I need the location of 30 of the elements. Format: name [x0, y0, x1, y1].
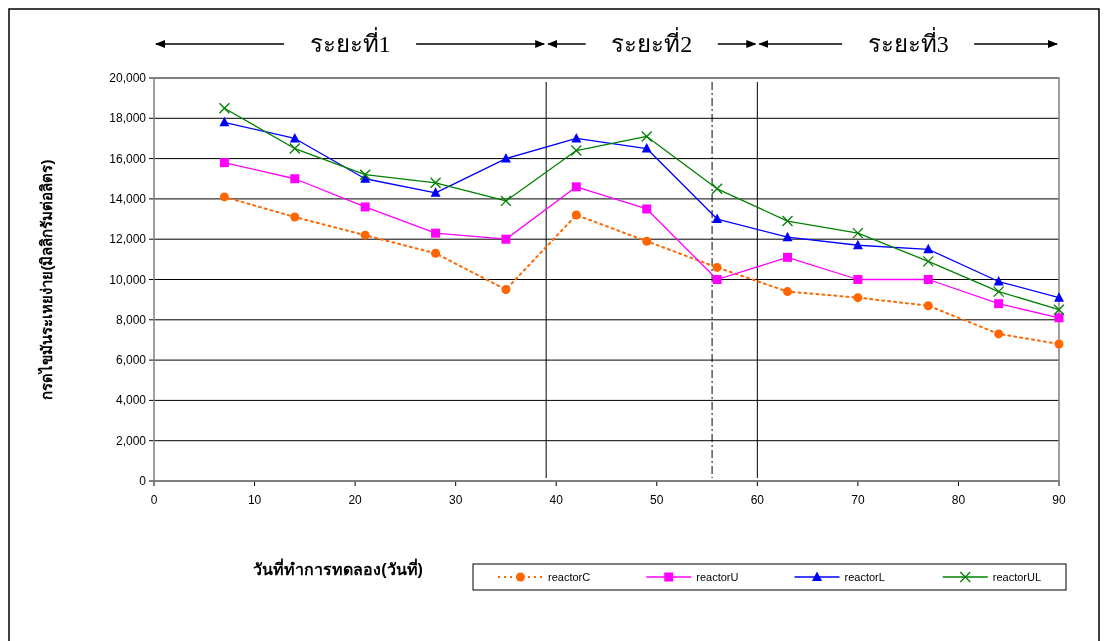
y-tick-label: 4,000	[115, 393, 147, 408]
x-tick-label: 70	[851, 493, 865, 507]
x-tick-label: 10	[247, 493, 262, 507]
y-tick-label: 6,000	[115, 353, 147, 368]
y-tick-label: 14,000	[109, 191, 147, 206]
legend-label: reactorU	[696, 571, 739, 583]
legend-label: reactorUL	[992, 571, 1042, 583]
y-tick-label: 18,000	[109, 111, 147, 126]
x-axis-title: วันที่ทำการทดลอง(วันที่)	[253, 558, 423, 578]
y-tick-label: 2,000	[115, 433, 147, 448]
text: ระยะที่3	[867, 27, 949, 57]
x-tick-label: 0	[150, 493, 158, 507]
y-tick-label: 16,000	[109, 151, 147, 166]
y-tick-label: 12,000	[109, 232, 147, 247]
x-tick-label: 40	[549, 493, 564, 507]
text: ระยะที่1	[309, 27, 391, 57]
x-tick-label: 20	[348, 493, 363, 507]
y-axis-title: กรดไขมันระเหยง่าย(มิลลิกรัมต่อลิตร)	[37, 159, 55, 400]
y-tick-label: 8,000	[115, 312, 147, 327]
x-tick-label: 30	[448, 493, 463, 507]
text: ระยะที่2	[611, 27, 693, 57]
y-tick-label: 10,000	[109, 272, 147, 287]
y-tick-label: 20,000	[109, 71, 147, 85]
legend-label: reactorC	[548, 571, 591, 583]
x-tick-label: 80	[951, 493, 966, 507]
legend-label: reactorL	[844, 571, 885, 583]
y-tick-label: 0	[139, 474, 147, 488]
x-tick-label: 60	[750, 493, 765, 507]
x-tick-label: 90	[1052, 493, 1066, 507]
x-tick-label: 50	[650, 493, 664, 507]
